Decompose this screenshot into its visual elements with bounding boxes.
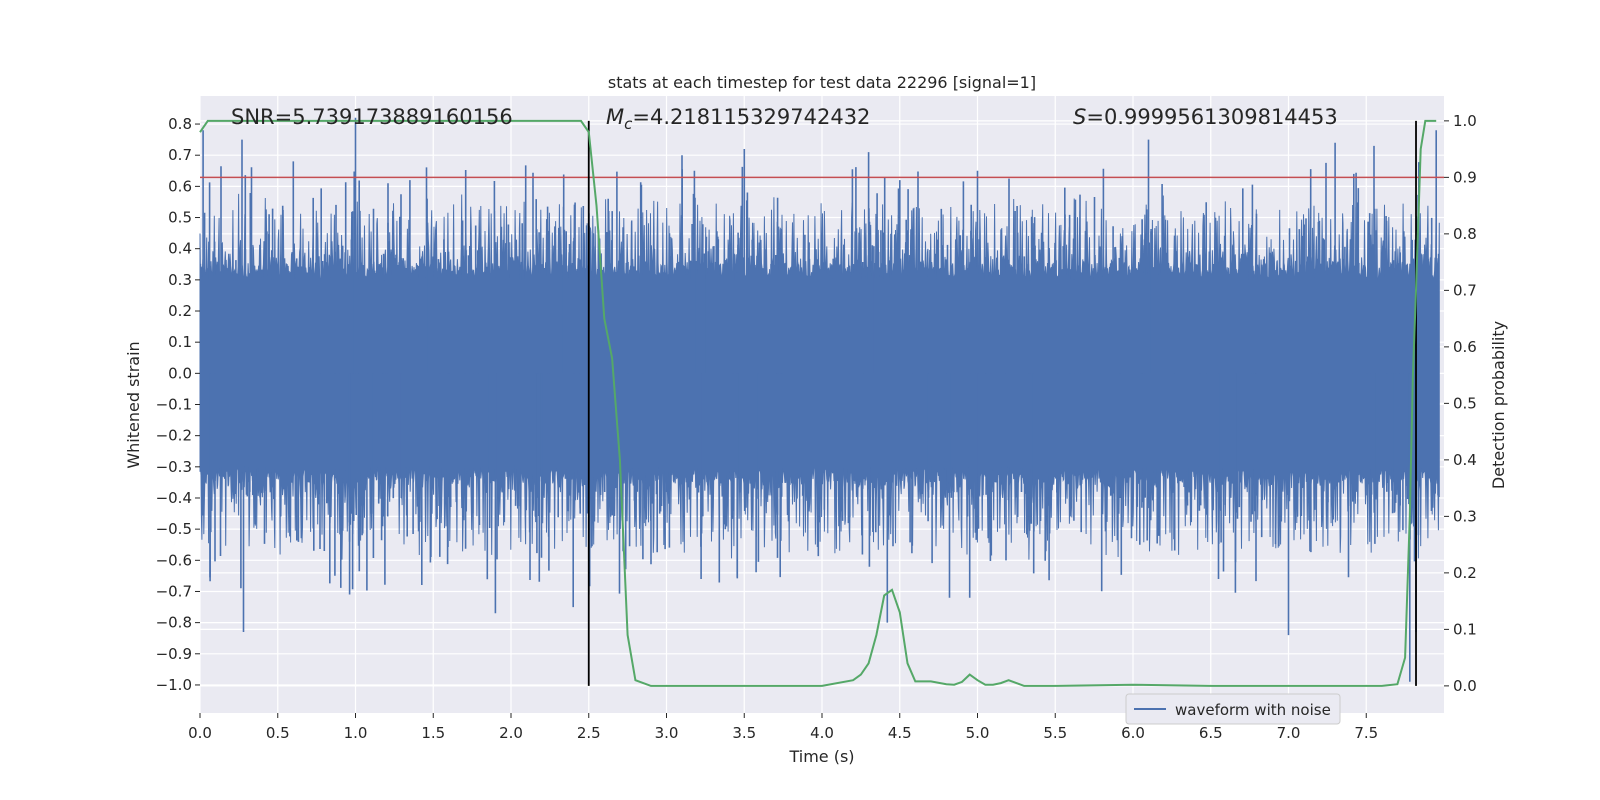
y-tick-label: −0.6 [156,551,192,569]
x-tick-label: 2.0 [499,724,523,742]
y-axis-label: Whitened strain [124,341,143,468]
x-tick-label: 5.5 [1043,724,1067,742]
x-tick-label: 3.0 [655,724,679,742]
overlay-lines [199,119,1444,687]
y-tick-label: 0.7 [168,146,192,164]
x-tick-label: 1.0 [344,724,368,742]
mc-symbol: M [606,105,624,129]
y2-tick-label: 0.7 [1453,281,1477,299]
y-tick-label: 0.2 [168,302,192,320]
y2-tick-label: 1.0 [1453,112,1477,130]
x-tick-label: 7.0 [1277,724,1301,742]
x-tick-label: 5.0 [966,724,990,742]
y2-tick-label: 0.0 [1453,677,1477,695]
y2-tick-label: 0.4 [1453,451,1477,469]
legend: waveform with noise [1125,693,1341,725]
y2-tick-label: 0.2 [1453,564,1477,582]
y2-tick-label: 0.3 [1453,507,1477,525]
chart-title: stats at each timestep for test data 222… [608,73,1036,92]
x-axis: 0.0 0.5 1.0 1.5 2.0 2.5 3.0 3.5 4.0 4.5 5.0 5.5 6.0 6… [188,713,1378,742]
y-axis-left: 0.8 0.7 0.6 0.5 0.4 0.3 0.2 0.1 0.0 −0.1 −0.2 −0.3 −… [156,115,200,694]
mc-annotation: Mc=4.218115329742432 [606,105,870,133]
x-tick-label: 4.0 [810,724,834,742]
x-tick-label: 0.5 [266,724,290,742]
detection-probability-line [199,119,1437,687]
y-tick-label: 0.8 [168,115,192,133]
y2-tick-label: 0.5 [1453,394,1477,412]
x-tick-label: 4.5 [888,724,912,742]
y-axis-right: 1.0 0.9 0.8 0.7 0.6 0.5 0.4 0.3 0.2 0.1 0.0 [1444,112,1477,695]
y-tick-label: −0.9 [156,645,192,663]
y-tick-label: 0.4 [168,240,192,258]
y-tick-label: 0.3 [168,271,192,289]
y-tick-label: 0.0 [168,364,192,382]
legend-box [1125,693,1341,725]
y2-tick-label: 0.9 [1453,168,1477,186]
x-tick-label: 6.0 [1121,724,1145,742]
s-symbol: S [1073,105,1086,129]
y2-tick-label: 0.1 [1453,620,1477,638]
s-annotation: S=0.9999561309814453 [1073,105,1338,129]
y-tick-label: −1.0 [156,676,192,694]
y-tick-label: 0.5 [168,209,192,227]
y-tick-label: −0.8 [156,614,192,632]
legend-label: waveform with noise [1175,701,1331,719]
y-tick-label: −0.3 [156,458,192,476]
x-tick-label: 2.5 [577,724,601,742]
snr-annotation: SNR=5.739173889160156 [231,105,513,129]
x-tick-label: 0.0 [188,724,212,742]
y-tick-label: −0.1 [156,396,192,414]
s-value: =0.9999561309814453 [1086,105,1337,129]
x-tick-label: 6.5 [1199,724,1223,742]
y-tick-label: −0.5 [156,520,192,538]
y-tick-label: 0.6 [168,177,192,195]
y-tick-label: −0.2 [156,427,192,445]
x-axis-label: Time (s) [788,747,854,766]
y2-axis-label: Detection probability [1489,321,1508,489]
y-tick-label: −0.4 [156,489,192,507]
waveform-series [199,117,1440,682]
x-tick-label: 1.5 [421,724,445,742]
x-tick-label: 7.5 [1354,724,1378,742]
y2-tick-label: 0.8 [1453,225,1477,243]
y-tick-label: 0.1 [168,333,192,351]
mc-subscript: c [624,115,633,133]
x-tick-label: 3.5 [732,724,756,742]
mc-value: =4.218115329742432 [632,105,870,129]
y-tick-label: −0.7 [156,582,192,600]
y2-tick-label: 0.6 [1453,338,1477,356]
